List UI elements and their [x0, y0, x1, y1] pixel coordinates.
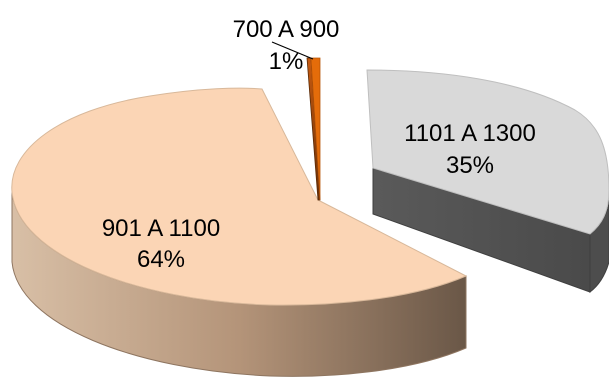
data-label-1101-a-1300: 1101 A 1300 35% — [404, 120, 536, 179]
data-label-901-a-1100-percent: 64% — [137, 246, 185, 273]
data-label-700-a-900-category: 700 A 900 — [233, 16, 340, 43]
data-label-1101-a-1300-category: 1101 A 1300 — [404, 120, 536, 147]
data-label-901-a-1100-category: 901 A 1100 — [102, 215, 220, 242]
data-label-901-a-1100: 901 A 1100 64% — [102, 215, 220, 273]
data-label-700-a-900: 700 A 900 1% — [233, 16, 340, 75]
pie-slice-1101-a-1300-top — [366, 69, 609, 235]
leader-line — [271, 41, 314, 60]
pie-slice-901-a-1100 — [11, 87, 468, 377]
pie-slice-700-a-900-top — [310, 57, 321, 201]
pie-slice-700-a-900 — [306, 57, 321, 201]
pie-slice-901-a-1100-top — [11, 87, 468, 306]
data-label-1101-a-1300-percent: 35% — [446, 152, 494, 179]
pie-slice-1101-a-1300 — [366, 69, 609, 294]
data-label-700-a-900-percent: 1% — [269, 48, 304, 75]
